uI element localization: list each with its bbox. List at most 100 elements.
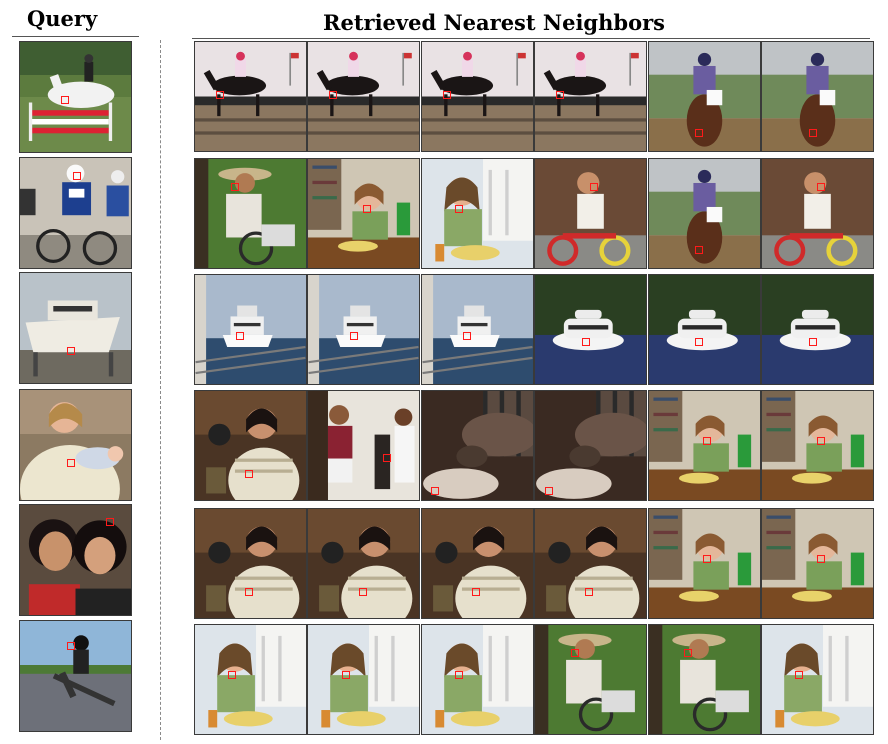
neighbor-image <box>194 624 307 735</box>
query-region-marker <box>462 332 471 341</box>
query-region-marker <box>795 670 804 679</box>
woman-eating-image <box>762 625 873 734</box>
boat-water-image <box>762 275 873 384</box>
ship-harbor-image <box>308 275 420 384</box>
query-title-underline <box>12 36 139 37</box>
horse-rider-image <box>648 42 760 151</box>
girl-eating-image <box>648 391 760 500</box>
query-region-marker <box>589 182 598 191</box>
boat-water-image <box>535 275 647 384</box>
query-region-marker <box>245 470 254 479</box>
query-region-marker <box>455 204 464 213</box>
query-region-marker <box>215 91 224 100</box>
boat-dock-image <box>20 273 131 383</box>
query-region-marker <box>570 648 579 657</box>
neighbor-image <box>761 390 874 501</box>
neighbor-image <box>761 508 874 619</box>
woman-kitchen-image <box>421 509 533 618</box>
query-region-marker <box>66 458 75 467</box>
query-region-marker <box>341 670 350 679</box>
neighbor-image <box>534 41 648 152</box>
neighbor-image <box>194 274 307 385</box>
horse-rider-image <box>648 159 760 268</box>
neighbor-image <box>647 390 761 501</box>
neighbor-image <box>420 274 534 385</box>
query-image <box>19 504 132 616</box>
query-image <box>19 620 132 732</box>
query-region-marker <box>358 588 367 597</box>
neighbor-image <box>534 508 648 619</box>
neighbor-image <box>194 158 307 269</box>
query-region-marker <box>61 96 70 105</box>
neighbor-image <box>761 41 874 152</box>
query-region-marker <box>431 486 440 495</box>
neighbor-image <box>420 508 534 619</box>
query-region-marker <box>230 182 239 191</box>
neighbors-column-title: Retrieved Nearest Neighbors <box>323 10 665 35</box>
kids-room-image <box>308 391 420 500</box>
girl-eating-image <box>308 159 420 268</box>
query-region-marker <box>329 91 338 100</box>
man-hat-image <box>648 625 760 734</box>
query-region-marker <box>544 486 553 495</box>
boat-water-image <box>648 275 760 384</box>
neighbor-image <box>307 274 421 385</box>
girl-eating-image <box>762 509 873 618</box>
woman-kitchen-image <box>195 391 306 500</box>
man-hat-image <box>195 159 306 268</box>
query-image <box>19 272 132 384</box>
neighbor-image <box>647 624 761 735</box>
query-region-marker <box>349 332 358 341</box>
neighbor-image <box>307 41 421 152</box>
query-region-marker <box>236 332 245 341</box>
query-region-marker <box>106 517 115 526</box>
query-region-marker <box>816 436 825 445</box>
neighbor-image <box>534 274 648 385</box>
query-image <box>19 389 132 501</box>
query-region-marker <box>695 246 704 255</box>
neighbor-image <box>647 274 761 385</box>
neighbor-image <box>534 390 648 501</box>
sofa-image <box>535 391 647 500</box>
neighbors-title-underline <box>192 38 870 39</box>
query-region-marker <box>472 588 481 597</box>
girl-eating-image <box>648 509 760 618</box>
neighbor-image <box>420 158 534 269</box>
horse-jump-image <box>20 42 131 152</box>
neighbor-image <box>647 158 761 269</box>
horse-race-image <box>535 42 647 151</box>
neighbor-image <box>420 624 534 735</box>
horse-race-image <box>195 42 306 151</box>
query-region-marker <box>703 554 712 563</box>
skateboard-image <box>20 621 131 731</box>
neighbor-image <box>761 274 874 385</box>
neighbor-image <box>420 390 534 501</box>
query-region-marker <box>363 204 372 213</box>
neighbor-image <box>307 390 421 501</box>
column-separator <box>160 40 161 740</box>
neighbor-image <box>534 158 648 269</box>
query-region-marker <box>816 554 825 563</box>
woman-kitchen-image <box>535 509 647 618</box>
neighbor-image <box>420 41 534 152</box>
query-region-marker <box>684 648 693 657</box>
query-column-title: Query <box>27 6 98 31</box>
neighbor-image <box>194 41 307 152</box>
sofa-image <box>421 391 533 500</box>
query-region-marker <box>72 171 81 180</box>
query-image <box>19 157 132 269</box>
query-region-marker <box>66 641 75 650</box>
query-region-marker <box>455 670 464 679</box>
woman-kitchen-image <box>195 509 306 618</box>
query-region-marker <box>695 337 704 346</box>
neighbor-image <box>647 508 761 619</box>
neighbor-image <box>307 624 421 735</box>
cyclists-image <box>20 158 131 268</box>
woman-eating-image <box>308 625 420 734</box>
neighbor-image <box>534 624 648 735</box>
woman-kitchen-image <box>308 509 420 618</box>
query-region-marker <box>695 129 704 138</box>
neighbor-image <box>194 390 307 501</box>
girl-eating-image <box>762 391 873 500</box>
query-region-marker <box>245 588 254 597</box>
